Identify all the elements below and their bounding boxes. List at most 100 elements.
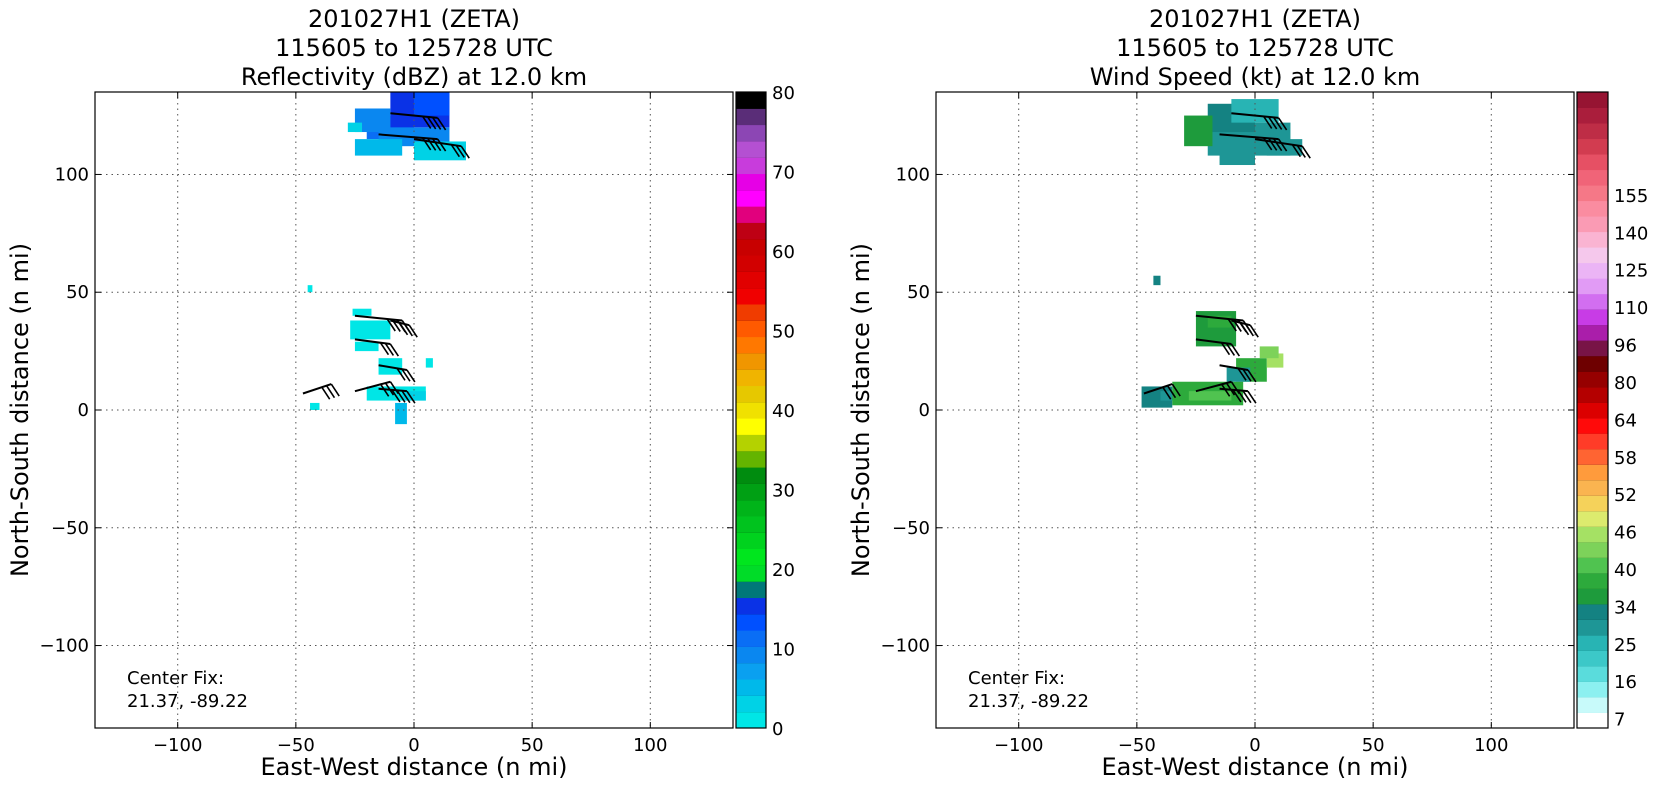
barb-flag [1263, 115, 1273, 129]
colorbar-segment [1577, 433, 1608, 450]
colorbar-tick-label: 64 [1614, 410, 1637, 431]
wind-barb [1195, 338, 1241, 357]
barb-shaft [1195, 380, 1232, 393]
colorbar: 7 16 25 34 40 46 52 58 64 80 96 110 125 140 155 [1576, 91, 1648, 731]
center-fix-label: Center Fix: [127, 668, 224, 689]
colorbar-segment [1577, 107, 1608, 124]
colorbar-segment [1577, 681, 1608, 698]
colorbar-tick-label: 30 [772, 481, 795, 502]
colorbar-tick-label: 50 [772, 322, 795, 343]
barb-flag [384, 342, 395, 356]
panel-1: 201027H1 (ZETA)115605 to 125728 UTCRefle… [6, 5, 795, 781]
wind-barb [378, 387, 416, 404]
colorbar-segment [736, 548, 766, 566]
wind-barb [1143, 383, 1181, 400]
colorbar-segment [736, 189, 766, 207]
colorbar-segment [736, 173, 766, 191]
y-tick-label: 100 [55, 164, 89, 185]
barb-shaft [1231, 112, 1279, 119]
barb-flag [398, 322, 409, 336]
colorbar-segment [1577, 293, 1608, 310]
y-tick-label: 50 [907, 282, 930, 303]
barb-flag [408, 324, 418, 338]
colorbar-segment [1577, 402, 1608, 419]
colorbar-segment [1577, 262, 1608, 279]
colorbar-segment [1577, 247, 1608, 264]
barb-flag [379, 342, 390, 356]
colorbar-segment [1577, 712, 1608, 729]
center-fix-label: 21.37, -89.22 [968, 691, 1089, 712]
wind-barb [413, 138, 470, 159]
data-cell [1184, 115, 1213, 147]
colorbar-tick-label: 52 [1614, 485, 1637, 506]
colorbar-segment [736, 255, 766, 272]
colorbar-tick-label: 7 [1614, 710, 1625, 731]
wind-barb [378, 364, 416, 383]
barb-flag [1171, 383, 1181, 397]
barb-flag [1237, 367, 1247, 381]
data-cell [1259, 346, 1279, 359]
barb-shaft [354, 314, 403, 322]
barb-flag [1227, 318, 1237, 332]
data-cell [1219, 150, 1255, 166]
colorbar-segment [736, 222, 766, 240]
chart-title-line: 201027H1 (ZETA) [1149, 5, 1361, 33]
barb-shaft [354, 338, 391, 346]
barb-flag [1268, 116, 1278, 130]
barb-flag [391, 389, 401, 403]
barb-flag [321, 386, 331, 400]
barb-flag [1244, 323, 1255, 337]
data-cell [350, 320, 391, 340]
colorbar-tick-label: 140 [1614, 223, 1648, 244]
wind-barb [1254, 138, 1311, 159]
barb-shaft [1195, 338, 1232, 346]
colorbar-segment [736, 467, 766, 484]
wind-barb [390, 319, 418, 338]
colorbar-segment [736, 320, 766, 338]
data-cell [1153, 275, 1161, 286]
data-cell [310, 402, 320, 410]
data-cell [1188, 391, 1232, 401]
colorbar-tick-label: 80 [772, 83, 795, 104]
y-tick-label: 50 [66, 282, 89, 303]
x-tick-label: 0 [1249, 735, 1260, 756]
barb-flag [1247, 369, 1257, 383]
colorbar-segment [736, 450, 766, 468]
data-cell [414, 92, 450, 116]
colorbar-segment [736, 401, 766, 419]
colorbar: 0 10 20 30 40 50 60 70 80 [735, 83, 795, 740]
barb-flag [1232, 389, 1242, 403]
panel-2: 201027H1 (ZETA)115605 to 125728 UTCWind … [847, 5, 1648, 781]
x-tick-label: 0 [408, 735, 419, 756]
colorbar-frame [1576, 91, 1609, 729]
colorbar-segment [1577, 650, 1608, 667]
barb-flag [1296, 144, 1306, 158]
x-tick-label: −50 [277, 735, 315, 756]
wind-barb [390, 112, 447, 131]
colorbar-segment [736, 483, 766, 501]
colorbar-segment [1577, 448, 1608, 465]
chart-title-line: Reflectivity (dBZ) at 12.0 km [241, 63, 587, 91]
x-tick-label: 50 [1362, 735, 1385, 756]
colorbar-segment [1577, 340, 1608, 357]
barb-flag [396, 367, 406, 381]
colorbar-segment [1577, 185, 1608, 202]
colorbar-tick-label: 20 [772, 560, 795, 581]
y-tick-label: −50 [51, 518, 89, 539]
barb-flag [450, 144, 461, 158]
barb-flag [1242, 390, 1252, 404]
colorbar-segment [736, 287, 766, 305]
center-fix-label: Center Fix: [968, 668, 1065, 689]
colorbar-segment [1577, 665, 1608, 682]
colorbar-tick-label: 40 [1614, 560, 1637, 581]
colorbar-tick-label: 155 [1614, 186, 1648, 207]
colorbar-segment [736, 532, 766, 550]
y-tick-label: 0 [919, 400, 930, 421]
colorbar-tick-label: 58 [1614, 448, 1637, 469]
colorbar-segment [736, 92, 766, 109]
chart-title-line: 115605 to 125728 UTC [275, 34, 553, 62]
colorbar-segment [1577, 309, 1608, 326]
wind-barb [1231, 112, 1288, 131]
colorbar-tick-label: 70 [772, 163, 795, 184]
y-tick-label: 100 [896, 164, 930, 185]
